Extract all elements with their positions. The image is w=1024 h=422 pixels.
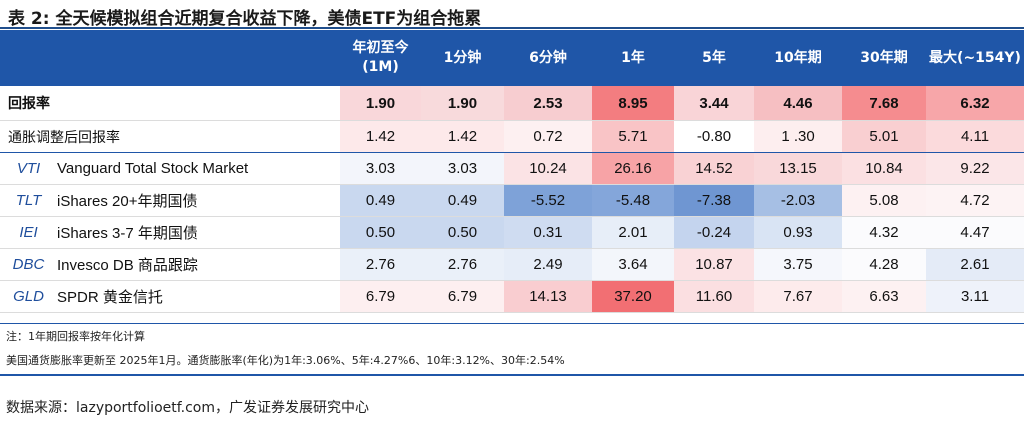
return-cell: 14.52 xyxy=(674,152,754,185)
row-label: 通胀调整后回报率 xyxy=(0,120,340,153)
return-cell: 3.64 xyxy=(592,248,674,281)
header-row: 年初至今 (1M) 1分钟 6分钟 1年 5年 10年期 30年期 最大(~154Y) xyxy=(0,30,1024,86)
return-cell: 37.20 xyxy=(592,280,674,313)
return-cell: 0.49 xyxy=(421,184,504,217)
return-cell: 3.44 xyxy=(674,86,754,121)
portfolio-row: 通胀调整后回报率 1.42 1.42 0.72 5.71 -0.80 1 .30 5.01 4.… xyxy=(0,120,1024,153)
return-cell: 0.93 xyxy=(754,216,842,249)
return-cell: 0.31 xyxy=(504,216,592,249)
fund-name: Invesco DB 商品跟踪 xyxy=(57,248,340,281)
row-label: 回报率 xyxy=(0,86,340,121)
return-cell: 3.75 xyxy=(754,248,842,281)
portfolio-row: 回报率 1.90 1.90 2.53 8.95 3.44 4.46 7.68 6.32 xyxy=(0,86,1024,121)
column-header: 5年 xyxy=(674,30,754,86)
returns-table: 年初至今 (1M) 1分钟 6分钟 1年 5年 10年期 30年期 最大(~154Y) 回报率… xyxy=(0,30,1024,313)
return-cell: 3.03 xyxy=(421,152,504,185)
return-cell: 0.72 xyxy=(504,120,592,153)
return-cell: 4.28 xyxy=(842,248,926,281)
return-cell: 6.79 xyxy=(421,280,504,313)
fund-ticker: DBC xyxy=(0,248,57,281)
return-cell: 6.32 xyxy=(926,86,1024,121)
column-header: 30年期 xyxy=(842,30,926,86)
return-cell: 4.11 xyxy=(926,120,1024,153)
return-cell: 7.68 xyxy=(842,86,926,121)
return-cell: 11.60 xyxy=(674,280,754,313)
fund-name: iShares 20+年期国债 xyxy=(57,184,340,217)
return-cell: 4.47 xyxy=(926,216,1024,249)
column-header: 最大(~154Y) xyxy=(926,30,1024,86)
column-header: 1分钟 xyxy=(421,30,504,86)
return-cell: 2.76 xyxy=(421,248,504,281)
return-cell: 4.46 xyxy=(754,86,842,121)
return-cell: 2.53 xyxy=(504,86,592,121)
return-cell: 1 .30 xyxy=(754,120,842,153)
fund-ticker: IEI xyxy=(0,216,57,249)
return-cell: -0.24 xyxy=(674,216,754,249)
return-cell: 13.15 xyxy=(754,152,842,185)
return-cell: 5.71 xyxy=(592,120,674,153)
table-title: 表 2: 全天候模拟组合近期复合收益下降，美债ETF为组合拖累 xyxy=(8,9,482,29)
return-cell: 3.03 xyxy=(340,152,421,185)
return-cell: 10.87 xyxy=(674,248,754,281)
return-cell: 5.08 xyxy=(842,184,926,217)
return-cell: 0.50 xyxy=(340,216,421,249)
note-annualized: 注：1年期回报率按年化计算 xyxy=(6,330,145,343)
source-line: 数据来源：lazyportfolioetf.com，广发证券发展研究中心 xyxy=(6,400,370,416)
return-cell: 26.16 xyxy=(592,152,674,185)
return-cell: 1.90 xyxy=(421,86,504,121)
fund-row: TLT iShares 20+年期国债 0.49 0.49 -5.52 -5.48 -7.3… xyxy=(0,184,1024,217)
fund-ticker: VTI xyxy=(0,152,57,185)
return-cell: 0.50 xyxy=(421,216,504,249)
return-cell: 10.84 xyxy=(842,152,926,185)
column-header: 6分钟 xyxy=(504,30,592,86)
return-cell: 5.01 xyxy=(842,120,926,153)
fund-row: IEI iShares 3-7 年期国债 0.50 0.50 0.31 2.01 -0.24… xyxy=(0,216,1024,249)
fund-ticker: TLT xyxy=(0,184,57,217)
return-cell: 2.76 xyxy=(340,248,421,281)
header-blank-cell xyxy=(0,30,340,86)
return-cell: 9.22 xyxy=(926,152,1024,185)
return-cell: 14.13 xyxy=(504,280,592,313)
return-cell: 4.32 xyxy=(842,216,926,249)
return-cell: 2.49 xyxy=(504,248,592,281)
fund-name: iShares 3-7 年期国债 xyxy=(57,216,340,249)
return-cell: 0.49 xyxy=(340,184,421,217)
return-cell: 7.67 xyxy=(754,280,842,313)
note-inflation: 美国通货膨胀率更新至 2025年1月。通货膨胀率(年化)为1年:3.06%、5年… xyxy=(6,354,565,367)
return-cell: 4.72 xyxy=(926,184,1024,217)
return-cell: 2.01 xyxy=(592,216,674,249)
return-cell: -2.03 xyxy=(754,184,842,217)
return-cell: 1.42 xyxy=(340,120,421,153)
notes-box: 注：1年期回报率按年化计算 美国通货膨胀率更新至 2025年1月。通货膨胀率(年… xyxy=(0,323,1024,376)
return-cell: 1.90 xyxy=(340,86,421,121)
fund-name: Vanguard Total Stock Market xyxy=(57,152,340,185)
fund-row: DBC Invesco DB 商品跟踪 2.76 2.76 2.49 3.64 10.87 3… xyxy=(0,248,1024,281)
fund-name: SPDR 黄金信托 xyxy=(57,280,340,313)
return-cell: 2.61 xyxy=(926,248,1024,281)
column-header: 1年 xyxy=(592,30,674,86)
return-cell: 10.24 xyxy=(504,152,592,185)
return-cell: 6.63 xyxy=(842,280,926,313)
return-cell: -5.48 xyxy=(592,184,674,217)
column-header: 10年期 xyxy=(754,30,842,86)
return-cell: -5.52 xyxy=(504,184,592,217)
return-cell: -0.80 xyxy=(674,120,754,153)
return-cell: 1.42 xyxy=(421,120,504,153)
column-header: 年初至今 (1M) xyxy=(340,30,421,86)
return-cell: 3.11 xyxy=(926,280,1024,313)
fund-row: GLD SPDR 黄金信托 6.79 6.79 14.13 37.20 11.60 7.67 6… xyxy=(0,280,1024,313)
return-cell: 6.79 xyxy=(340,280,421,313)
fund-ticker: GLD xyxy=(0,280,57,313)
title-divider xyxy=(0,27,1024,29)
return-cell: 8.95 xyxy=(592,86,674,121)
return-cell: -7.38 xyxy=(674,184,754,217)
fund-row: VTI Vanguard Total Stock Market 3.03 3.03 10… xyxy=(0,152,1024,185)
